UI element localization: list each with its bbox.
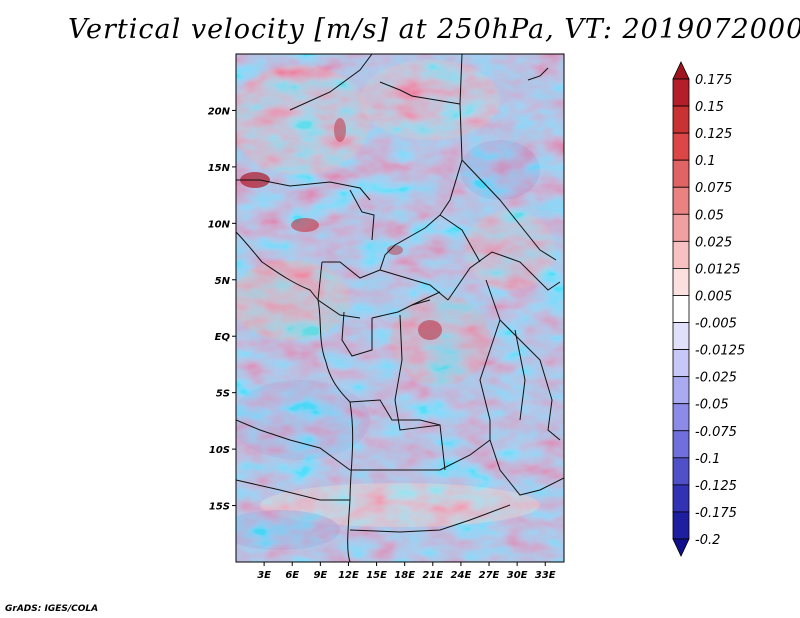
- lat-tick-label: 5N: [215, 276, 231, 287]
- colorbar-swatch: [672, 430, 690, 459]
- lat-tick-label: 15N: [208, 163, 231, 174]
- velocity-field: [236, 54, 564, 562]
- colorbar-label: -0.125: [695, 479, 737, 494]
- colorbar-swatch: [672, 349, 690, 378]
- lon-tick-label: 12E: [338, 570, 359, 581]
- colorbar-label: -0.05: [695, 398, 729, 413]
- colorbar-swatch: [672, 457, 690, 486]
- colorbar-swatch: [672, 240, 690, 269]
- colorbar-label: 0.125: [695, 127, 732, 142]
- colorbar-swatch: [672, 78, 690, 107]
- colorbar-swatch: [672, 213, 690, 242]
- colorbar-label: 0.0125: [695, 262, 741, 277]
- lon-tick-label: 15E: [366, 570, 387, 581]
- lon-tick-label: 18E: [394, 570, 415, 581]
- lat-tick-label: 15S: [209, 502, 230, 513]
- map-frame: [235, 53, 565, 563]
- colorbar-swatch: [672, 105, 690, 134]
- colorbar-label: -0.075: [695, 425, 737, 440]
- lat-tick-label: 10N: [208, 219, 231, 230]
- lon-tick-label: 24E: [451, 570, 472, 581]
- colorbar-swatch: [672, 159, 690, 188]
- lat-tick-label: 10S: [209, 445, 230, 456]
- lon-tick-label: 33E: [535, 570, 556, 581]
- colorbar-swatch: [672, 376, 690, 405]
- country-boundaries: [236, 54, 564, 562]
- map-axes: 20N 15N 10N 5N EQ 5S 10S 15S 3E 6E 9E 12E 15E 18E 21E…: [208, 53, 565, 581]
- colorbar-label: 0.05: [695, 208, 724, 223]
- colorbar: 0.175 0.15 0.125 0.1 0.075 0.05 0.025 0.0125 0.0…: [672, 61, 745, 557]
- colorbar-label: 0.175: [695, 73, 732, 88]
- longitude-ticks: 3E 6E 9E 12E 15E 18E 21E 24E 27E 30E 33E: [257, 562, 556, 581]
- colorbar-label: -0.025: [695, 371, 737, 386]
- colorbar-label: 0.15: [695, 100, 724, 115]
- colorbar-swatch: [672, 295, 690, 323]
- colorbar-swatch: [672, 403, 690, 432]
- colorbar-swatch: [672, 268, 690, 296]
- lat-tick-label: EQ: [215, 332, 231, 343]
- chart-title: Vertical velocity [m/s] at 250hPa, VT: 2…: [68, 14, 800, 45]
- lon-tick-label: 3E: [257, 570, 271, 581]
- colorbar-label: 0.025: [695, 235, 732, 250]
- lat-tick-label: 5S: [216, 389, 230, 400]
- colorbar-swatch: [672, 538, 690, 557]
- colorbar-label: 0.1: [695, 154, 716, 169]
- colorbar-label: -0.2: [695, 533, 720, 548]
- lon-tick-label: 9E: [313, 570, 327, 581]
- lon-tick-label: 6E: [285, 570, 299, 581]
- colorbar-swatch: [672, 132, 690, 161]
- colorbar-label: -0.175: [695, 506, 737, 521]
- colorbar-label: 0.005: [695, 289, 732, 304]
- colorbar-label: 0.075: [695, 181, 732, 196]
- colorbar-swatch: [672, 186, 690, 215]
- lon-tick-label: 21E: [422, 570, 443, 581]
- colorbar-label: -0.005: [695, 317, 737, 332]
- lon-tick-label: 30E: [507, 570, 528, 581]
- colorbar-swatch: [672, 61, 690, 80]
- grads-credit: GrADS: IGES/COLA: [5, 604, 99, 614]
- latitude-ticks: 20N 15N 10N 5N EQ 5S 10S 15S: [208, 106, 236, 513]
- colorbar-swatch: [672, 484, 690, 513]
- lat-tick-label: 20N: [208, 106, 231, 117]
- colorbar-label: -0.1: [695, 452, 720, 467]
- colorbar-swatch: [672, 511, 690, 540]
- colorbar-label: -0.0125: [695, 344, 745, 359]
- lon-tick-label: 27E: [479, 570, 500, 581]
- colorbar-swatch: [672, 322, 690, 350]
